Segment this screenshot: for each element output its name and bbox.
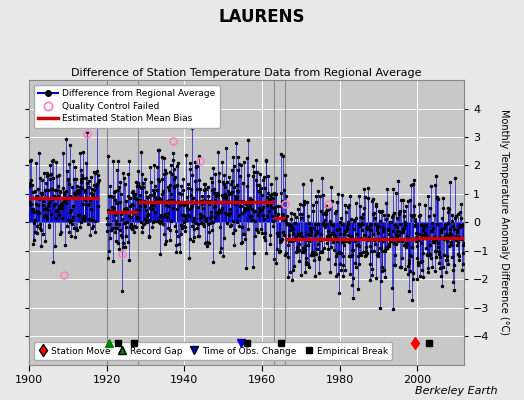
Title: Difference of Station Temperature Data from Regional Average: Difference of Station Temperature Data f…	[71, 68, 422, 78]
Text: Berkeley Earth: Berkeley Earth	[416, 386, 498, 396]
Text: LAURENS: LAURENS	[219, 8, 305, 26]
Y-axis label: Monthly Temperature Anomaly Difference (°C): Monthly Temperature Anomaly Difference (…	[499, 109, 509, 335]
Legend: Station Move, Record Gap, Time of Obs. Change, Empirical Break: Station Move, Record Gap, Time of Obs. C…	[34, 342, 392, 360]
